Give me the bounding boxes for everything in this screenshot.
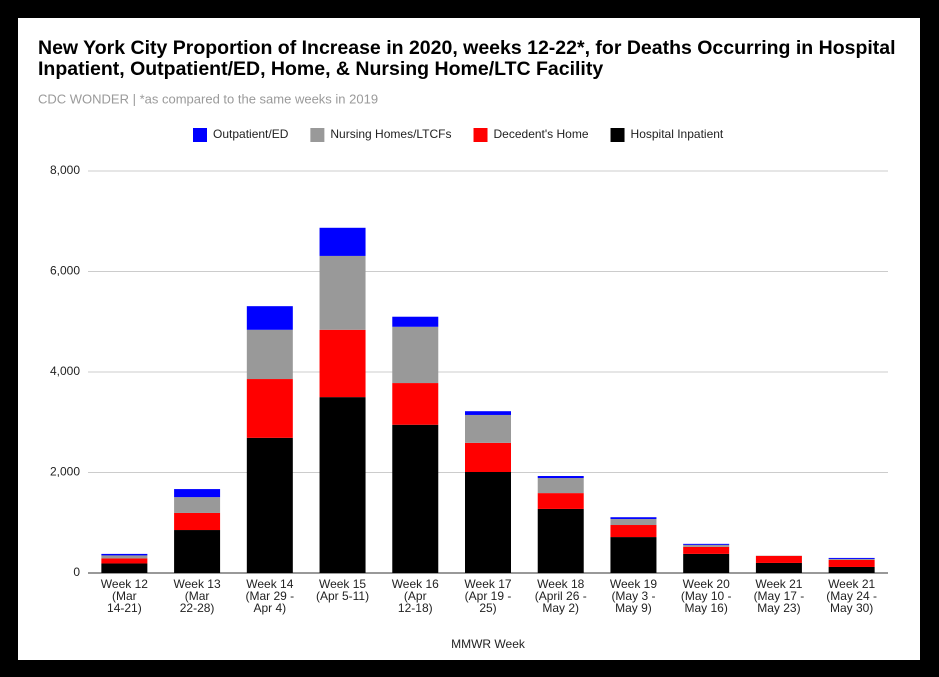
legend-label: Decedent's Home	[494, 127, 589, 141]
bar-segment	[174, 489, 221, 498]
bar-segment	[246, 437, 293, 573]
legend-swatch	[193, 128, 207, 142]
legend-label: Hospital Inpatient	[631, 127, 724, 141]
bar-segment	[174, 530, 221, 573]
x-tick-label: Week 20 (May 10 -May 16)	[681, 577, 732, 615]
bar-segment	[392, 383, 439, 425]
bar-segment	[319, 227, 366, 256]
bar-segment	[610, 517, 657, 519]
bar-segment	[246, 379, 293, 438]
y-tick-label: 0	[73, 565, 80, 579]
bar-segment	[392, 424, 439, 573]
chart-title: New York City Proportion of Increase in …	[38, 37, 896, 80]
legend-swatch	[310, 128, 325, 142]
bar-segment	[246, 329, 293, 380]
bar-segment	[101, 558, 148, 564]
bar-segment	[392, 326, 439, 384]
x-tick-label: Week 15 (Apr 5-11)	[316, 577, 369, 603]
bar-segment	[392, 316, 439, 327]
bar-segment	[755, 555, 802, 563]
bar-segment	[319, 255, 366, 330]
bar-segment	[101, 563, 148, 573]
bar-segment	[101, 555, 148, 559]
x-axis-label: MMWR Week	[451, 637, 526, 651]
x-tick-label: Week 21 (May 24 -May 30)	[826, 577, 877, 615]
y-tick-label: 8,000	[50, 163, 80, 177]
x-tick-label: Week 18 (April 26 -May 2)	[535, 577, 587, 615]
bar-segment	[683, 553, 730, 573]
bar-segment	[465, 442, 511, 472]
bar-segment	[174, 512, 221, 531]
bar-segment	[610, 537, 657, 573]
legend-swatch	[610, 128, 625, 142]
x-tick-label: Week 16 (Apr 12-18)	[392, 577, 439, 615]
x-tick-label: Week 14 (Mar 29 -Apr 4)	[245, 577, 294, 615]
bar-segment	[683, 543, 730, 545]
x-tick-label: Week 12 (Mar 14-21)	[101, 577, 148, 615]
bar-segment	[174, 497, 221, 513]
bar-segment	[537, 493, 584, 509]
x-tick-label: Week 13 (Mar 22-28)	[174, 577, 221, 615]
bar-segment	[610, 525, 657, 538]
x-tick-label: Week 17 (Apr 19 -25)	[464, 577, 511, 615]
bar-segment	[828, 566, 875, 573]
x-tick-label: Week 19 (May 3 -May 9)	[610, 577, 657, 615]
bar-segment	[537, 478, 584, 494]
bar-segment	[319, 329, 366, 398]
bar-segment	[319, 397, 366, 573]
y-tick-label: 6,000	[50, 264, 80, 278]
bar-segment	[683, 544, 730, 547]
bar-segment	[828, 558, 875, 560]
bar-segment	[465, 414, 511, 443]
legend-swatch	[473, 128, 488, 142]
legend-label: Outpatient/ED	[213, 127, 289, 141]
bar-segment	[683, 546, 730, 554]
bar-segment	[537, 508, 584, 573]
bar-segment	[755, 562, 802, 573]
x-tick-label: Week 21 (May 17 -May 23)	[754, 577, 805, 615]
bar-segment	[828, 559, 875, 567]
subtitle: CDC WONDER | *as compared to the same we…	[38, 91, 378, 106]
bar-segment	[610, 518, 657, 526]
bar-segment	[465, 411, 511, 415]
legend-label: Nursing Homes/LTCFs	[330, 127, 451, 141]
bar-segment	[537, 476, 584, 479]
y-tick-label: 4,000	[50, 364, 80, 378]
bar-segment	[246, 306, 293, 330]
bar-segment	[465, 471, 511, 573]
y-tick-label: 2,000	[50, 465, 80, 479]
bar-segment	[101, 553, 148, 556]
bar-segment	[828, 557, 875, 559]
